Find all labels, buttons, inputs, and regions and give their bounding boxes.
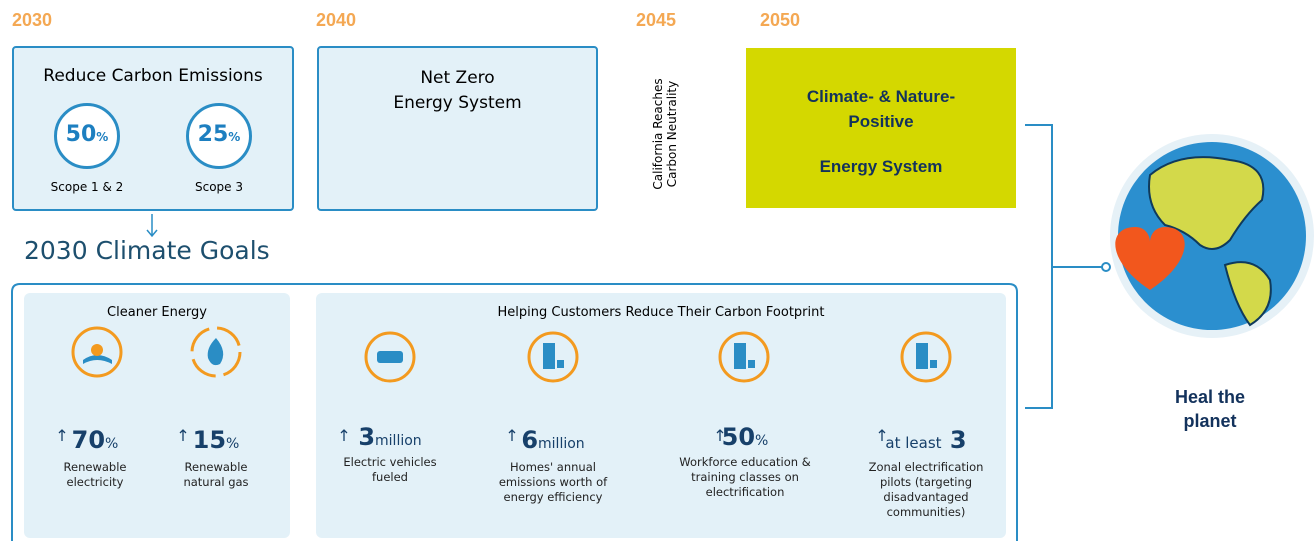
stat-value: 50 — [722, 423, 755, 451]
stat: 6million Homes' annual emissions worth o… — [473, 426, 633, 505]
stat-prefix: at least — [885, 434, 941, 452]
icon-house — [557, 360, 564, 368]
stat-value: 3 — [358, 423, 375, 451]
stat-unit: % — [755, 433, 768, 449]
stat-value: 6 — [521, 426, 538, 454]
icon-house — [748, 360, 755, 368]
icon-building — [543, 343, 555, 369]
icon-car — [377, 351, 403, 363]
stat-value: 3 — [950, 426, 967, 454]
stat-label: Zonal electrification pilots (targeting … — [866, 460, 986, 520]
stat-label: Renewable natural gas — [176, 460, 256, 490]
infographic: 2030 2040 2045 2050 Reduce Carbon Emissi… — [0, 0, 1314, 541]
icon-building — [916, 343, 928, 369]
stat-label: Workforce education & training classes o… — [675, 455, 815, 500]
icon-flame — [208, 338, 224, 365]
stat-unit: % — [105, 436, 118, 452]
icon-building — [734, 343, 746, 369]
stat: 3million Electric vehicles fueled — [310, 423, 470, 485]
icon-sun — [91, 344, 103, 356]
icon-sun — [83, 355, 112, 364]
stat-value: 15 — [193, 426, 226, 454]
stat-unit: % — [226, 436, 239, 452]
stat: 50% Workforce education & training class… — [665, 423, 825, 500]
stat-unit: million — [375, 433, 422, 449]
stat: 15% Renewable natural gas — [136, 426, 296, 490]
stat-label: Renewable electricity — [55, 460, 135, 490]
stat-label: Electric vehicles fueled — [335, 455, 445, 485]
icon-house — [930, 360, 937, 368]
stat: at least 3 Zonal electrification pilots … — [846, 426, 1006, 520]
stat-value: 70 — [72, 426, 105, 454]
stat-unit: million — [538, 436, 585, 452]
stat-label: Homes' annual emissions worth of energy … — [498, 460, 608, 505]
